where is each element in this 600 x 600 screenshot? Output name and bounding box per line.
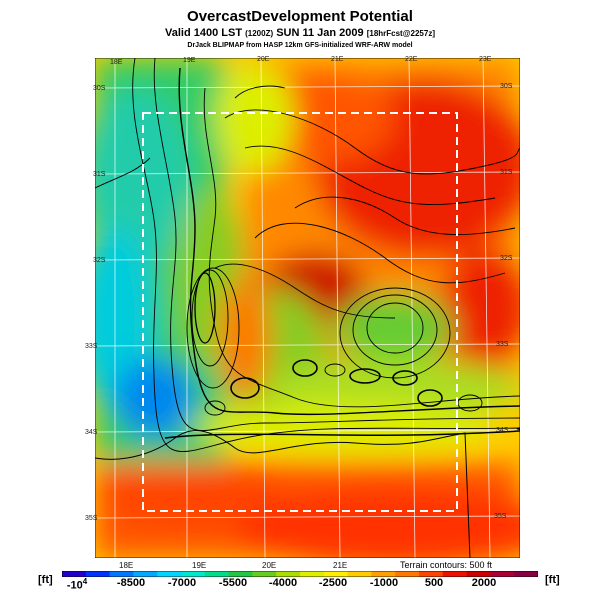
lon-label-20e-top: 20E bbox=[257, 56, 270, 63]
colorbar-swatch bbox=[252, 571, 277, 577]
color-field bbox=[95, 58, 520, 558]
colorbar-swatch bbox=[204, 571, 230, 577]
lat-label-35s-left: 35S bbox=[85, 515, 98, 522]
colorbar-swatch bbox=[371, 571, 396, 577]
lat-label-32s-left: 32S bbox=[93, 257, 106, 264]
lat-label-35s-right: 35S bbox=[494, 513, 507, 520]
colorbar-swatch bbox=[181, 571, 206, 577]
lat-label-31s-left: 31S bbox=[93, 171, 106, 178]
colorbar-label-4: -4000 bbox=[268, 577, 298, 589]
lat-label-33s-right: 33S bbox=[496, 341, 509, 348]
lat-label-33s-left: 33S bbox=[85, 343, 98, 350]
lat-label-32s-right: 32S bbox=[500, 255, 513, 262]
lon-label-22e-top: 22E bbox=[405, 56, 418, 63]
model-source: DrJack BLIPMAP from HASP 12km GFS-initia… bbox=[187, 42, 413, 49]
lon-label-21e-top: 21E bbox=[331, 56, 344, 63]
lat-lon-grid bbox=[95, 58, 520, 558]
colorbar-label-1: -8500 bbox=[116, 577, 146, 589]
lat-label-34s-right: 34S bbox=[496, 427, 509, 434]
colorbar-swatch bbox=[157, 571, 182, 577]
colorbar-label-3: -5500 bbox=[218, 577, 248, 589]
colorbar-swatch bbox=[323, 571, 349, 577]
colorbar-swatch bbox=[133, 571, 158, 577]
colorbar-swatch bbox=[514, 571, 538, 577]
lat-label-30s-left: 30S bbox=[93, 85, 106, 92]
lat-label-31s-right: 31S bbox=[500, 169, 513, 176]
colorbar-swatch bbox=[276, 571, 301, 577]
valid-time: Valid 1400 LST bbox=[165, 27, 243, 39]
terrain-contours bbox=[95, 58, 520, 452]
forecast-info: [18hrFcst@2257z] bbox=[366, 29, 435, 38]
colorbar-label-8: 2000 bbox=[471, 577, 497, 589]
colorbar-swatch bbox=[442, 571, 468, 577]
colorbar-swatch bbox=[347, 571, 372, 577]
colorbar-swatch bbox=[85, 571, 111, 577]
colorbar-swatch bbox=[466, 571, 491, 577]
forecast-map bbox=[95, 58, 520, 558]
lon-label-23e-top: 23E bbox=[479, 56, 492, 63]
colorbar-swatch bbox=[395, 571, 420, 577]
forecast-domain-box bbox=[142, 112, 458, 512]
coastline bbox=[95, 430, 471, 558]
colorbar bbox=[62, 571, 538, 577]
lat-label-34s-left: 34S bbox=[85, 429, 98, 436]
lon-label-21e-bottom: 21E bbox=[333, 561, 348, 570]
colorbar-swatch bbox=[109, 571, 134, 577]
lon-label-18e-top: 18E bbox=[110, 59, 123, 66]
valid-utc: (1200Z) bbox=[245, 29, 274, 38]
terrain-contour-note: Terrain contours: 500 ft bbox=[400, 560, 493, 570]
map-title: OvercastDevelopment Potential bbox=[187, 8, 413, 25]
lon-label-18e-bottom: 18E bbox=[119, 561, 134, 570]
colorbar-swatch bbox=[228, 571, 253, 577]
lat-label-30s-right: 30S bbox=[500, 83, 513, 90]
valid-date: SUN 11 Jan 2009 bbox=[276, 27, 364, 39]
colorbar-label-6: -1000 bbox=[369, 577, 399, 589]
map-subtitle: Valid 1400 LST (1200Z) SUN 11 Jan 2009 [… bbox=[0, 27, 600, 39]
colorbar-label-7: 500 bbox=[424, 577, 444, 589]
lon-label-19e-top: 19E bbox=[183, 57, 196, 64]
colorbar-swatch bbox=[300, 571, 325, 577]
colorbar-swatch bbox=[490, 571, 515, 577]
colorbar-swatch bbox=[62, 571, 87, 577]
lon-label-20e-bottom: 20E bbox=[262, 561, 277, 570]
colorbar-unit-right: [ft] bbox=[545, 574, 560, 586]
colorbar-label-5: -2500 bbox=[318, 577, 348, 589]
colorbar-label-2: -7000 bbox=[167, 577, 197, 589]
colorbar-unit-left: [ft] bbox=[38, 574, 53, 586]
colorbar-label-min: -104 bbox=[66, 577, 88, 592]
colorbar-swatch bbox=[419, 571, 444, 577]
lon-label-19e-bottom: 19E bbox=[192, 561, 207, 570]
